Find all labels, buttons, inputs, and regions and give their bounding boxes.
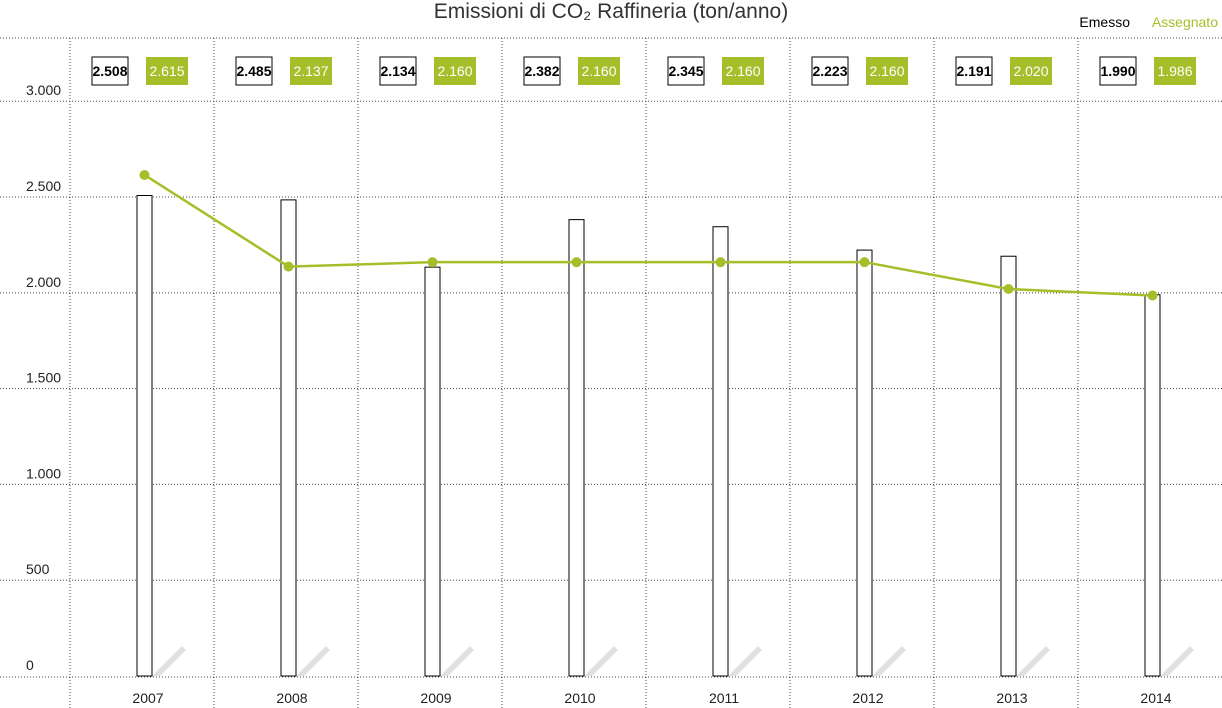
value-label: 1.986 (1157, 63, 1192, 79)
value-label: 2.020 (1013, 63, 1048, 79)
line-point (571, 257, 582, 268)
value-label: 2.485 (236, 63, 271, 79)
line-point (715, 257, 726, 268)
value-label: 1.990 (1100, 63, 1135, 79)
bar-shadow (728, 646, 762, 676)
value-box (290, 57, 332, 85)
value-box (1010, 57, 1052, 85)
x-tick-label: 2010 (564, 690, 595, 706)
value-label: 2.615 (149, 63, 184, 79)
value-box (811, 56, 849, 86)
x-tick-label: 2009 (420, 690, 451, 706)
bar (856, 249, 873, 677)
y-tick-label: 0 (26, 657, 34, 673)
value-label: 2.134 (380, 63, 415, 79)
value-box (434, 57, 476, 85)
line-point (1003, 283, 1014, 294)
line-point (427, 257, 438, 268)
bar-shadow (1016, 646, 1050, 676)
value-box (722, 57, 764, 85)
legend-label: Emesso (1079, 14, 1130, 30)
x-tick-label: 2013 (996, 690, 1027, 706)
bar (424, 266, 441, 677)
y-tick-label: 2.500 (26, 178, 61, 194)
y-tick-label: 2.000 (26, 274, 61, 290)
value-box (91, 56, 129, 86)
bar (1000, 255, 1017, 677)
value-label: 2.382 (524, 63, 559, 79)
value-box (578, 57, 620, 85)
y-tick-label: 1.500 (26, 370, 61, 386)
value-box (955, 56, 993, 86)
legend-label: Assegnato (1152, 14, 1218, 30)
x-tick-label: 2014 (1140, 690, 1171, 706)
value-box (146, 57, 188, 85)
value-label: 2.160 (437, 63, 472, 79)
bar (568, 219, 585, 677)
bar (280, 199, 297, 677)
line-point (1147, 290, 1158, 301)
value-box (667, 56, 705, 86)
bar-shadow (872, 646, 906, 676)
value-box (235, 56, 273, 86)
line (143, 173, 1153, 297)
line-point (859, 257, 870, 268)
y-tick-label: 1.000 (26, 465, 61, 481)
bar (1144, 294, 1161, 677)
value-label: 2.191 (956, 63, 991, 79)
bar-shadow (152, 646, 186, 676)
x-tick-label: 2011 (709, 690, 739, 706)
value-label: 2.160 (725, 63, 760, 79)
x-tick-label: 2007 (132, 690, 163, 706)
value-label: 2.345 (668, 63, 703, 79)
x-tick-label: 2012 (852, 690, 883, 706)
value-label: 2.160 (869, 63, 904, 79)
value-box (866, 57, 908, 85)
line-point (139, 169, 150, 180)
value-box (379, 56, 417, 86)
value-label: 2.137 (293, 63, 328, 79)
y-tick-label: 3.000 (26, 82, 61, 98)
value-label: 2.223 (812, 63, 847, 79)
value-box (1154, 57, 1196, 85)
y-tick-label: 500 (26, 561, 50, 577)
bar-shadow (1160, 646, 1194, 676)
line-point (283, 261, 294, 272)
value-label: 2.508 (92, 63, 127, 79)
value-box (523, 56, 561, 86)
bar (712, 226, 729, 677)
x-tick-label: 2008 (276, 690, 307, 706)
value-box (1099, 56, 1137, 86)
value-label: 2.160 (581, 63, 616, 79)
bar-shadow (440, 646, 474, 676)
bar (136, 194, 153, 677)
bar-shadow (584, 646, 618, 676)
bar-shadow (296, 646, 330, 676)
chart-title: Emissioni di CO₂ Raffineria (ton/anno) (434, 0, 788, 23)
